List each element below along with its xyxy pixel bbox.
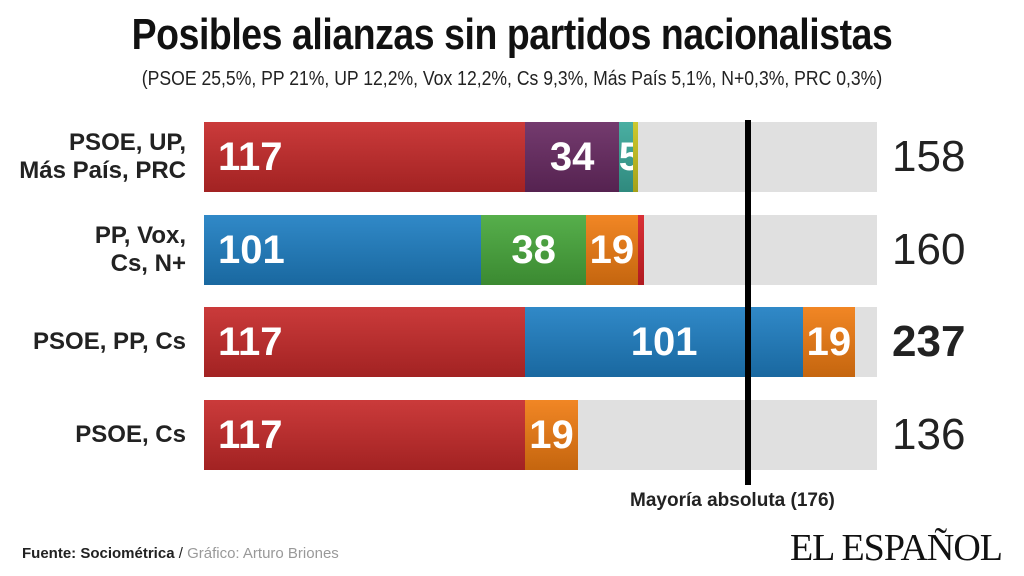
bar-segment-pp: 101 xyxy=(204,215,482,285)
row-label: PSOE, Cs xyxy=(75,421,186,448)
bar-segment-cs: 19 xyxy=(802,307,856,377)
separator: / xyxy=(174,545,188,562)
source-text: Fuente: Sociométrica xyxy=(22,545,175,562)
credit-text: Gráfico: Arturo Briones xyxy=(187,545,339,562)
bar-segment-vox: 38 xyxy=(481,215,586,285)
row-total: 160 xyxy=(892,225,966,274)
majority-line xyxy=(745,120,751,485)
source-note: Fuente: Sociométrica / Gráfico: Arturo B… xyxy=(22,545,339,562)
bar-row: PSOE, Cs 117 19 136 xyxy=(0,400,1024,470)
majority-label: Mayoría absoluta (176) xyxy=(630,490,835,511)
bar-segment-psoe: 117 xyxy=(204,122,526,192)
row-label: PSOE, PP, Cs xyxy=(33,328,186,355)
bar-track: 117 101 19 xyxy=(204,307,877,377)
chart-title: Posibles alianzas sin partidos nacionali… xyxy=(131,10,893,59)
bar-segment-cs: 19 xyxy=(585,215,638,285)
bar-segment-pp: 101 xyxy=(525,307,803,377)
bar-segment-n+ xyxy=(638,215,644,285)
bar-segment-prc xyxy=(632,122,638,192)
bar-row: PSOE, UP, Más País, PRC 117 34 5 158 xyxy=(0,122,1024,192)
row-total: 158 xyxy=(892,132,966,181)
chart-subtitle: (PSOE 25,5%, PP 21%, UP 12,2%, Vox 12,2%… xyxy=(141,68,883,90)
bar-track: 117 19 xyxy=(204,400,877,470)
row-label: PSOE, UP, Más País, PRC xyxy=(19,129,186,184)
row-total: 136 xyxy=(892,410,966,459)
bar-segment-psoe: 117 xyxy=(204,400,526,470)
bar-segment-up: 34 xyxy=(525,122,619,192)
bar-row: PSOE, PP, Cs 117 101 19 237 xyxy=(0,307,1024,377)
row-total: 237 xyxy=(892,317,966,366)
bar-row: PP, Vox, Cs, N+ 101 38 19 160 xyxy=(0,215,1024,285)
bar-segment-m-s-pa-s: 5 xyxy=(618,122,633,192)
bar-track: 101 38 19 xyxy=(204,215,877,285)
row-label: PP, Vox, Cs, N+ xyxy=(94,222,186,277)
el-espanol-logo: EL ESPAÑOL xyxy=(789,527,1003,569)
bar-segment-psoe: 117 xyxy=(204,307,526,377)
bar-segment-cs: 19 xyxy=(525,400,578,470)
bar-track: 117 34 5 xyxy=(204,122,877,192)
